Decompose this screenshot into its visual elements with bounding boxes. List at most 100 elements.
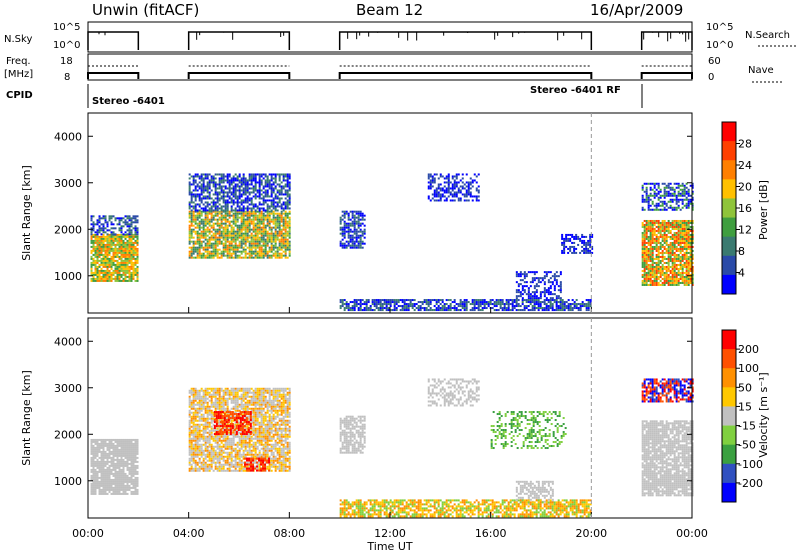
power-echo <box>241 215 243 217</box>
power-echo <box>674 193 676 195</box>
power-echo <box>281 231 283 233</box>
power-echo <box>678 195 680 197</box>
power-echo <box>257 239 259 241</box>
power-echo <box>552 305 554 307</box>
power-echo <box>203 219 205 221</box>
power-echo <box>113 231 115 233</box>
power-echo <box>95 231 97 233</box>
power-echo <box>121 260 123 262</box>
power-echo <box>571 246 573 248</box>
power-echo <box>670 266 672 268</box>
velocity-echo <box>115 493 117 495</box>
power-echo <box>197 251 199 253</box>
power-echo <box>404 299 406 301</box>
power-echo <box>245 245 247 247</box>
power-echo <box>229 247 231 249</box>
power-echo <box>658 250 660 252</box>
power-echo <box>223 245 225 247</box>
power-echo <box>135 260 137 262</box>
power-echo <box>688 191 690 193</box>
power-echo <box>131 225 133 227</box>
power-echo <box>91 219 93 221</box>
power-echo <box>565 240 567 242</box>
power-echo <box>563 238 565 240</box>
power-echo <box>261 247 263 249</box>
power-echo <box>670 224 672 226</box>
power-echo <box>656 183 658 185</box>
velocity-echo <box>103 469 105 471</box>
power-echo <box>103 225 105 227</box>
velocity-echo <box>117 477 119 479</box>
power-echo <box>275 235 277 237</box>
power-echo <box>670 230 672 232</box>
power-echo <box>350 309 352 311</box>
power-ytick-label: 4000 <box>54 130 82 143</box>
power-echo <box>115 276 117 278</box>
power-echo <box>580 309 582 311</box>
power-echo <box>133 268 135 270</box>
power-echo <box>358 219 360 221</box>
power-echo <box>660 260 662 262</box>
power-echo <box>285 229 287 231</box>
power-echo <box>241 243 243 245</box>
power-echo <box>229 241 231 243</box>
power-echo <box>119 272 121 274</box>
power-echo <box>676 258 678 260</box>
power-echo <box>241 241 243 243</box>
power-echo <box>277 215 279 217</box>
power-echo <box>342 233 344 235</box>
power-echo <box>394 299 396 301</box>
power-echo <box>281 205 283 207</box>
power-echo <box>579 238 581 240</box>
power-echo <box>354 229 356 231</box>
power-echo <box>281 219 283 221</box>
velocity-echo <box>123 479 125 481</box>
power-echo <box>193 193 195 195</box>
power-echo <box>668 222 670 224</box>
power-echo <box>350 245 352 247</box>
power-echo <box>670 238 672 240</box>
power-echo <box>498 299 500 301</box>
power-echo <box>103 278 105 280</box>
power-echo <box>571 236 573 238</box>
power-echo <box>257 247 259 249</box>
power-echo <box>245 185 247 187</box>
power-echo <box>135 231 137 233</box>
power-echo <box>209 239 211 241</box>
power-echo <box>121 242 123 244</box>
power-echo <box>524 277 526 279</box>
velocity-echo <box>97 467 99 469</box>
power-echo <box>648 278 650 280</box>
power-echo <box>438 183 440 185</box>
power-echo <box>658 278 660 280</box>
power-echo <box>217 221 219 223</box>
power-echo <box>279 223 281 225</box>
power-echo <box>528 297 530 299</box>
power-echo <box>221 243 223 245</box>
power-echo <box>486 301 488 303</box>
power-echo <box>253 221 255 223</box>
power-echo <box>660 274 662 276</box>
power-echo <box>672 268 674 270</box>
power-echo <box>585 242 587 244</box>
power-echo <box>211 235 213 237</box>
power-echo <box>342 229 344 231</box>
power-echo <box>131 272 133 274</box>
power-echo <box>265 179 267 181</box>
power-echo <box>207 255 209 257</box>
power-echo <box>686 199 688 201</box>
power-echo <box>652 258 654 260</box>
velocity-echo <box>121 475 123 477</box>
power-echo <box>123 280 125 282</box>
power-echo <box>388 307 390 309</box>
power-echo <box>480 309 482 311</box>
power-echo <box>656 246 658 248</box>
power-echo <box>191 209 193 211</box>
power-echo <box>396 301 398 303</box>
power-echo <box>285 203 287 205</box>
power-echo <box>223 193 225 195</box>
power-echo <box>688 260 690 262</box>
power-echo <box>105 280 107 282</box>
power-echo <box>583 242 585 244</box>
power-echo <box>670 205 672 207</box>
